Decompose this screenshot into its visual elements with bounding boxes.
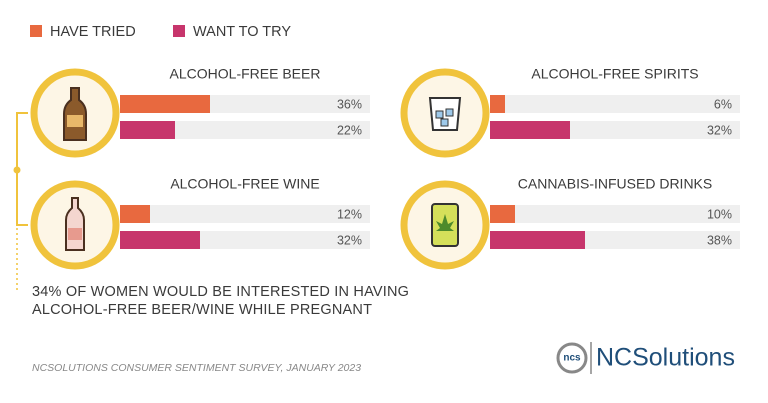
bar (120, 231, 200, 249)
value-label: 22% (337, 123, 362, 137)
legend-label: HAVE TRIED (50, 24, 136, 40)
logo-text: NCSolutions (596, 344, 735, 372)
panel-title: ALCOHOL-FREE WINE (170, 176, 319, 192)
spirits-icon (400, 68, 490, 158)
panel-title: ALCOHOL-FREE SPIRITS (531, 66, 698, 82)
legend-label: WANT TO TRY (193, 24, 291, 40)
value-label: 36% (337, 97, 362, 111)
logo-mark: ncs (563, 353, 581, 364)
bar-track (490, 205, 740, 223)
bar (490, 231, 585, 249)
bracket-dot (13, 166, 21, 174)
beer-icon (30, 68, 120, 158)
value-label: 32% (337, 233, 362, 247)
value-label: 6% (714, 97, 732, 111)
annotation: 34% OF WOMEN WOULD BE INTERESTED IN HAVI… (32, 284, 410, 318)
value-label: 38% (707, 233, 732, 247)
wine-icon (30, 180, 120, 270)
bar-track (120, 121, 370, 139)
panel-title: ALCOHOL-FREE BEER (170, 66, 321, 82)
logo: ncs NCSolutions (556, 342, 735, 374)
value-label: 12% (337, 207, 362, 221)
value-label: 10% (707, 207, 732, 221)
bar (490, 205, 515, 223)
bar (490, 95, 505, 113)
bar-track (490, 95, 740, 113)
bar (120, 121, 175, 139)
cannabis-icon (400, 180, 490, 270)
bar (120, 95, 210, 113)
legend-swatch (173, 25, 185, 37)
panel-title: CANNABIS-INFUSED DRINKS (518, 176, 712, 192)
bar (120, 205, 150, 223)
legend-swatch (30, 25, 42, 37)
bar-track (120, 205, 370, 223)
value-label: 32% (707, 123, 732, 137)
bar (490, 121, 570, 139)
source: NCSOLUTIONS CONSUMER SENTIMENT SURVEY, J… (32, 362, 361, 374)
